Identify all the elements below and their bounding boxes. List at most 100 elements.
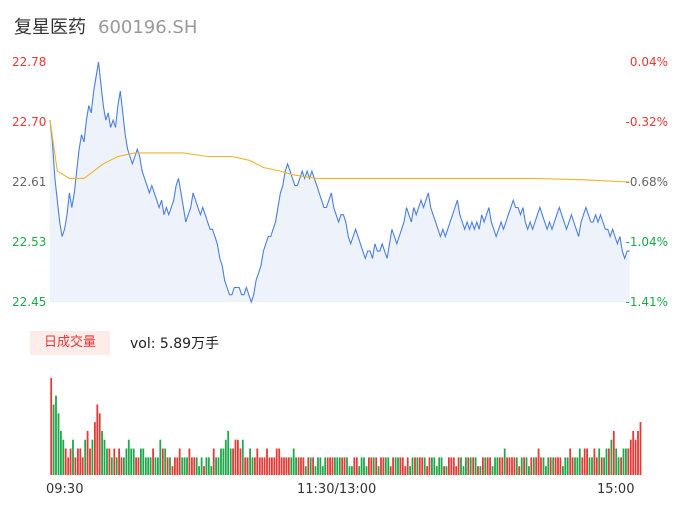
volume-bar <box>377 466 380 475</box>
volume-bar <box>426 466 428 475</box>
volume-bar <box>557 457 559 475</box>
volume-bar <box>511 457 513 475</box>
volume-bar <box>515 457 518 475</box>
pct-tick-5: -1.41% <box>625 295 668 309</box>
volume-bar <box>387 457 390 475</box>
volume-bar <box>309 457 312 475</box>
volume-bar <box>455 466 458 475</box>
volume-bar <box>418 457 421 475</box>
volume-bar <box>79 448 82 475</box>
volume-bar <box>183 457 186 475</box>
volume-bar <box>321 466 324 475</box>
volume-bar <box>297 457 300 475</box>
volume-tab[interactable]: 日成交量 <box>30 331 110 355</box>
volume-bar <box>81 457 84 475</box>
volume-bar <box>120 457 123 475</box>
volume-bar <box>416 457 419 475</box>
volume-bar <box>249 448 251 475</box>
volume-bar <box>275 448 278 475</box>
x-tick-close: 15:00 <box>597 482 635 497</box>
volume-bar <box>232 448 234 475</box>
volume-bar <box>106 448 108 475</box>
volume-bar <box>254 457 256 475</box>
volume-bar <box>554 457 557 475</box>
volume-bar <box>300 457 302 475</box>
volume-bar <box>469 457 472 475</box>
volume-bar <box>351 466 353 475</box>
volume-bar <box>472 457 475 475</box>
volume-bar <box>271 457 273 475</box>
volume-bar <box>227 430 230 475</box>
volume-bar <box>207 457 210 475</box>
volume-bar <box>62 439 65 475</box>
volume-bar <box>535 457 538 475</box>
volume-bar <box>448 457 450 475</box>
volume-bar <box>479 466 482 475</box>
stock-title: 复星医药 600196.SH <box>14 13 197 39</box>
volume-bar <box>130 448 133 475</box>
volume-bar <box>355 457 358 475</box>
volume-bar <box>518 466 521 475</box>
volume-bar <box>285 457 288 475</box>
volume-bar <box>450 457 453 475</box>
volume-bar <box>152 448 154 475</box>
volume-bar <box>110 457 113 475</box>
volume-bar <box>157 457 159 475</box>
volume-bar <box>89 448 91 475</box>
volume-bar <box>445 466 448 475</box>
volume-bar <box>506 457 508 475</box>
volume-bar <box>234 439 237 475</box>
volume-bar <box>176 457 179 475</box>
volume-bar <box>346 457 348 475</box>
volume-bar <box>222 448 225 475</box>
volume-bar <box>200 457 203 475</box>
volume-bar <box>542 457 545 475</box>
volume-bar <box>421 457 424 475</box>
volume-bar <box>52 404 55 475</box>
price-tick-4: 22.53 <box>12 235 47 249</box>
volume-bar <box>382 457 385 475</box>
volume-bar <box>283 457 285 475</box>
volume-bar <box>287 457 290 475</box>
volume-bar <box>399 457 402 475</box>
volume-bar <box>188 448 191 475</box>
volume-bar <box>629 439 632 475</box>
volume-bar <box>491 466 494 475</box>
volume-bar <box>84 439 87 475</box>
volume-bar <box>591 457 593 475</box>
volume-bar <box>353 457 356 475</box>
volume-bar <box>295 457 297 475</box>
volume-bar <box>159 439 162 475</box>
volume-bar <box>486 457 489 475</box>
volume-bar <box>212 448 215 475</box>
volume-bar <box>161 448 164 475</box>
volume-bar <box>358 466 361 475</box>
volume-bar <box>103 439 106 475</box>
volume-bar <box>198 466 200 475</box>
volume-bar <box>605 448 608 475</box>
volume-bar <box>372 457 375 475</box>
volume-bar <box>634 439 637 475</box>
volume-bar <box>465 457 467 475</box>
volume-bar <box>501 457 504 475</box>
volume-bar <box>304 466 307 475</box>
volume-bar <box>576 457 579 475</box>
volume-bar <box>57 413 60 475</box>
volume-bar <box>178 448 181 475</box>
volume-bar <box>523 457 525 475</box>
volume-bar <box>217 457 220 475</box>
volume-bar <box>324 457 327 475</box>
volume-bar <box>503 448 506 475</box>
volume-bar <box>477 466 479 475</box>
volume-bar <box>365 466 368 475</box>
price-tick-1: 22.78 <box>12 55 47 69</box>
volume-bar <box>338 457 341 475</box>
volume-bar <box>314 466 317 475</box>
volume-panel <box>50 378 642 475</box>
volume-bar <box>348 466 351 475</box>
volume-bar <box>474 457 477 475</box>
volume-bar <box>195 457 198 475</box>
volume-bar <box>203 466 205 475</box>
volume-bar <box>127 439 130 475</box>
